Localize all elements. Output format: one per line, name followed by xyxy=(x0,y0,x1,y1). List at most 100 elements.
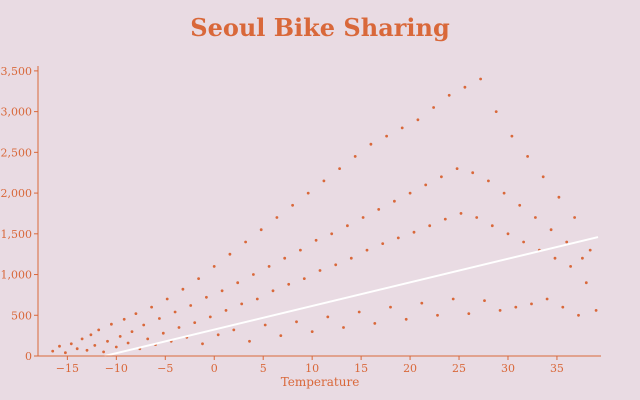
data-point xyxy=(436,313,439,317)
data-point xyxy=(502,191,506,195)
x-tick-label: 5 xyxy=(260,362,267,375)
data-point xyxy=(561,305,565,309)
data-point xyxy=(93,344,97,347)
data-point xyxy=(197,277,201,280)
data-point xyxy=(122,317,126,321)
points-layer xyxy=(51,77,598,355)
data-point xyxy=(118,335,122,338)
data-point xyxy=(404,317,408,321)
data-point xyxy=(58,344,61,348)
x-tick-label: 15 xyxy=(354,362,368,375)
data-point xyxy=(526,155,529,158)
data-point xyxy=(440,175,443,179)
data-point xyxy=(530,302,533,306)
data-point xyxy=(228,252,232,256)
data-point xyxy=(573,216,576,219)
data-point xyxy=(518,203,522,207)
data-point xyxy=(181,287,185,291)
data-point xyxy=(252,273,255,276)
data-point xyxy=(549,228,553,232)
data-point xyxy=(80,337,84,341)
data-point xyxy=(263,323,267,327)
chart-title: Seoul Bike Sharing xyxy=(190,13,450,42)
y-tick-label: 3,500 xyxy=(1,65,33,78)
data-point xyxy=(189,304,193,307)
data-point xyxy=(142,323,146,327)
x-tick-label: 10 xyxy=(305,362,319,375)
data-point xyxy=(514,305,518,309)
y-tick-label: 2,000 xyxy=(1,187,33,200)
data-point xyxy=(412,230,416,234)
y-axis: 0 500 1,000 1,500 2,000 2,500 3,000 3,500 xyxy=(1,65,39,363)
y-tick-label: 1,000 xyxy=(1,269,33,282)
trend-line xyxy=(104,236,599,357)
data-point xyxy=(267,265,271,268)
data-point xyxy=(299,248,302,252)
data-point xyxy=(287,282,291,286)
data-point xyxy=(349,256,353,260)
x-axis: −15 −10 −5 0 5 10 15 20 25 30 35 xyxy=(38,355,601,375)
data-point xyxy=(161,331,165,335)
data-point xyxy=(326,315,330,319)
data-point xyxy=(106,339,109,343)
data-point xyxy=(279,334,283,337)
data-point xyxy=(373,322,377,325)
data-point xyxy=(208,315,212,319)
data-point xyxy=(314,238,318,242)
data-point xyxy=(581,256,584,260)
data-point xyxy=(205,295,208,299)
data-point xyxy=(510,134,514,138)
data-point xyxy=(158,317,161,320)
data-point xyxy=(126,341,130,345)
data-point xyxy=(545,297,549,301)
data-point xyxy=(201,342,204,346)
x-tick-label: 35 xyxy=(550,362,564,375)
data-point xyxy=(396,236,400,240)
data-point xyxy=(577,313,580,317)
data-point xyxy=(506,232,510,236)
data-point xyxy=(451,297,455,301)
data-point xyxy=(146,337,150,341)
data-point xyxy=(584,281,588,285)
data-point xyxy=(494,110,498,113)
data-point xyxy=(428,224,432,228)
data-point xyxy=(408,191,412,195)
data-point xyxy=(400,126,404,130)
data-point xyxy=(89,333,93,337)
data-point xyxy=(295,320,298,324)
x-axis-title: Temperature xyxy=(281,375,360,389)
data-point xyxy=(97,328,101,332)
data-point xyxy=(475,216,479,219)
data-point xyxy=(85,348,89,352)
data-point xyxy=(283,256,287,260)
y-tick-label: 500 xyxy=(11,309,32,322)
data-point xyxy=(553,256,557,260)
data-point xyxy=(130,330,134,333)
x-tick-label: −15 xyxy=(56,362,79,375)
data-point xyxy=(381,242,385,246)
data-point xyxy=(471,171,475,175)
x-tick-label: 20 xyxy=(403,362,417,375)
data-point xyxy=(393,199,396,203)
data-point xyxy=(357,310,361,314)
data-point xyxy=(322,179,326,183)
data-point xyxy=(302,277,306,280)
data-point xyxy=(459,212,463,215)
data-point xyxy=(291,203,294,207)
data-point xyxy=(522,240,525,244)
data-point xyxy=(416,118,420,122)
data-point xyxy=(102,350,105,354)
data-point xyxy=(588,248,592,252)
data-point xyxy=(361,216,365,219)
x-tick-label: −10 xyxy=(105,362,128,375)
data-point xyxy=(51,349,55,353)
data-point xyxy=(483,299,486,302)
data-point xyxy=(150,305,154,309)
data-point xyxy=(365,248,369,252)
y-tick-label: 0 xyxy=(25,350,32,363)
data-point xyxy=(334,263,338,267)
y-tick-label: 2,500 xyxy=(1,146,33,159)
data-point xyxy=(565,240,569,244)
data-point xyxy=(420,301,424,305)
